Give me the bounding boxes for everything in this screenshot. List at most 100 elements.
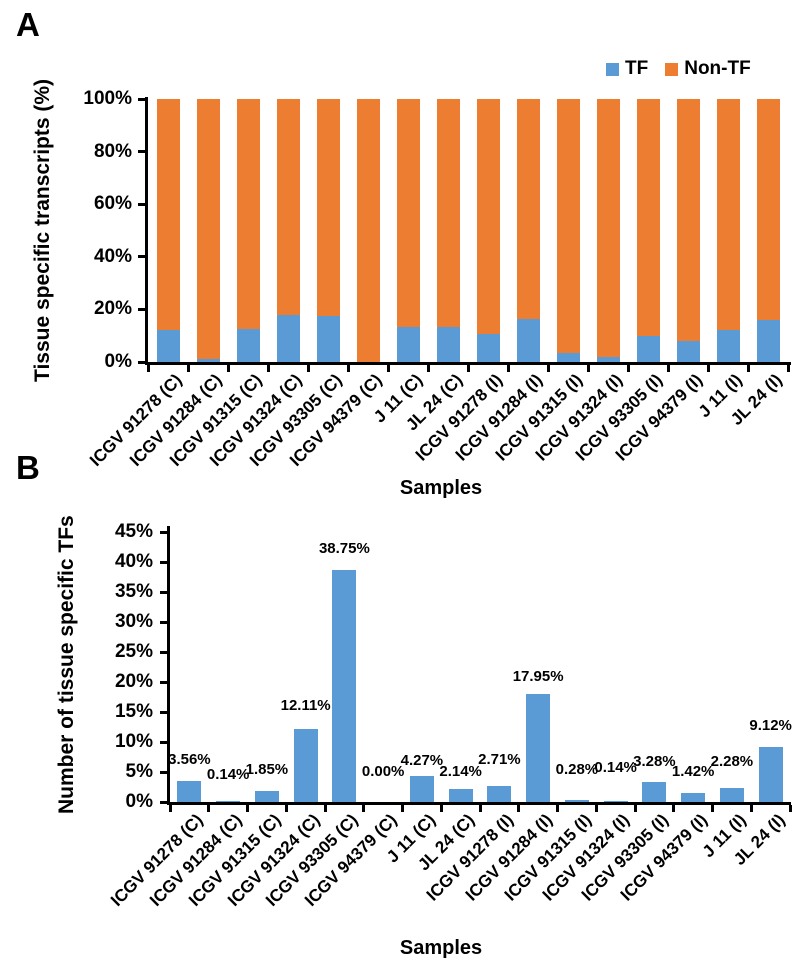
panel-a-x-axis-tick <box>706 365 710 372</box>
panel-b-y-tick-label: 0% <box>125 791 153 812</box>
bar-segment-non-tf <box>516 99 540 319</box>
bar-segment-tf <box>716 330 740 362</box>
legend-non-tf-swatch-icon <box>665 62 679 76</box>
bar-segment-non-tf <box>276 99 300 315</box>
bar-tf-percent <box>293 729 318 802</box>
legend-tf-label: TF <box>625 58 649 79</box>
panel-a-x-axis-tick <box>466 365 470 372</box>
bar-value-label: 4.27% <box>400 752 444 770</box>
panel-a-y-axis-title: Tissue specific transcripts (%) <box>31 78 54 382</box>
panel-b-x-axis-tick <box>594 805 598 812</box>
bar-value-label: 0.14% <box>206 766 250 784</box>
panel-a-y-axis-tick <box>138 360 145 364</box>
bar-segment-tf <box>556 352 580 362</box>
panel-b-y-tick-label: 5% <box>125 761 153 782</box>
legend-non-tf-label: Non-TF <box>684 58 751 79</box>
bar-segment-tf <box>476 334 500 362</box>
legend-tf-swatch-icon <box>606 62 619 76</box>
panel-a-y-tick-label: 100% <box>83 88 132 109</box>
panel-b-x-axis-tick <box>478 805 482 812</box>
panel-b-y-tick-label: 10% <box>114 731 153 752</box>
panel-b-y-axis-tick <box>160 770 167 774</box>
bar-segment-non-tf <box>236 99 260 330</box>
bar-tf-percent <box>758 747 783 802</box>
bar-value-label: 9.12% <box>749 717 792 735</box>
panel-a-x-axis-line <box>145 362 791 365</box>
bar-tf-percent <box>487 785 512 802</box>
panel-a-x-axis-tick <box>786 365 790 372</box>
panel-a-y-axis-tick <box>138 307 145 311</box>
bar-value-label: 38.75% <box>318 539 370 557</box>
panel-b-y-tick-label: 40% <box>114 551 153 572</box>
panel-a-y-tick-label: 40% <box>93 245 132 267</box>
panel-b-x-axis-tick <box>633 805 637 812</box>
panel-b-x-axis-tick <box>284 805 288 812</box>
legend: TF Non-TF <box>606 58 751 80</box>
panel-b-x-axis-tick <box>168 805 172 812</box>
panel-a-y-tick-label: 0% <box>104 351 132 372</box>
bar-value-label: 1.85% <box>245 760 289 778</box>
panel-a-x-axis-title: Samples <box>399 477 483 499</box>
panel-b-y-tick-label: 30% <box>114 611 153 632</box>
bar-segment-tf <box>396 326 420 362</box>
panel-a-x-axis-tick <box>146 365 150 372</box>
panel-b-x-axis-tick <box>711 805 714 812</box>
bar-segment-non-tf <box>396 99 420 327</box>
bar-tf-percent <box>254 790 279 802</box>
bar-segment-tf <box>756 319 780 362</box>
panel-a-y-tick-label: 80% <box>93 140 132 162</box>
bar-value-label: 0.00% <box>361 763 405 780</box>
bar-value-label: 3.28% <box>633 753 676 771</box>
bar-value-label: 0.14% <box>594 759 637 777</box>
bar-tf-percent <box>564 800 589 802</box>
panel-b-x-axis-tick <box>749 805 753 812</box>
bar-segment-tf <box>156 330 180 362</box>
panel-a-y-axis-tick <box>138 150 145 154</box>
bar-segment-tf <box>316 315 340 362</box>
bar-value-label: 2.28% <box>710 753 754 771</box>
panel-b-y-axis-tick <box>160 740 167 744</box>
bar-tf-percent <box>177 780 202 802</box>
legend-item-non-tf: Non-TF <box>665 58 751 80</box>
bar-value-label: 2.71% <box>478 750 521 768</box>
bar-segment-tf <box>436 326 460 362</box>
bar-segment-non-tf <box>716 99 740 331</box>
bar-tf-percent <box>642 782 667 802</box>
panel-b-x-axis-tick <box>246 805 249 812</box>
panel-b-y-tick-label: 25% <box>114 641 153 662</box>
panel-b-y-tick-label: 15% <box>114 701 153 722</box>
panel-b-y-axis-tick <box>160 560 167 564</box>
bar-value-label: 1.42% <box>671 763 715 781</box>
panel-a-x-axis-tick <box>546 365 550 372</box>
panel-b-x-axis-tick <box>207 805 211 812</box>
panel-b-x-axis-tick <box>556 805 559 812</box>
bar-segment-non-tf <box>596 99 620 357</box>
bar-segment-non-tf <box>556 99 580 353</box>
bar-segment-tf <box>676 340 700 362</box>
panel-b-x-axis-tick <box>672 805 676 812</box>
bar-tf-percent <box>681 793 706 802</box>
bar-value-label: 2.14% <box>439 763 482 781</box>
panel-b-x-axis-tick <box>323 805 327 812</box>
panel-b-y-axis-tick <box>160 620 167 624</box>
panel-a-x-axis-tick <box>746 365 750 372</box>
bar-segment-tf <box>276 314 300 362</box>
bar-segment-tf <box>596 356 620 362</box>
bar-tf-percent <box>719 788 744 802</box>
panel-b-y-axis-tick <box>160 680 167 684</box>
panel-a-plot-area <box>148 99 788 362</box>
bar-segment-non-tf <box>196 99 220 360</box>
panel-a-x-axis-tick <box>226 365 230 372</box>
panel-b-x-axis-tick <box>439 805 443 812</box>
panel-b-y-axis-line <box>167 526 170 805</box>
panel-a-y-axis-tick <box>138 255 145 259</box>
legend-item-tf: TF <box>606 58 648 80</box>
panel-b-y-axis-title: Number of tissue specific TFs <box>55 515 78 815</box>
panel-b-x-axis-tick <box>517 805 521 812</box>
panel-b-y-axis-tick <box>160 590 167 594</box>
panel-b-y-axis-tick <box>160 710 167 714</box>
panel-a-x-axis-tick <box>626 365 630 372</box>
panel-a-letter: A <box>16 6 40 43</box>
bar-segment-non-tf <box>156 99 180 331</box>
